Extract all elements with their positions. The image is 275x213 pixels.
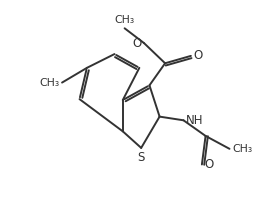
Text: CH₃: CH₃ bbox=[40, 78, 60, 88]
Text: S: S bbox=[138, 151, 145, 164]
Text: CH₃: CH₃ bbox=[232, 144, 252, 154]
Text: O: O bbox=[133, 36, 142, 49]
Text: O: O bbox=[193, 49, 202, 62]
Text: CH₃: CH₃ bbox=[115, 15, 135, 25]
Text: NH: NH bbox=[186, 114, 204, 127]
Text: O: O bbox=[204, 158, 214, 171]
